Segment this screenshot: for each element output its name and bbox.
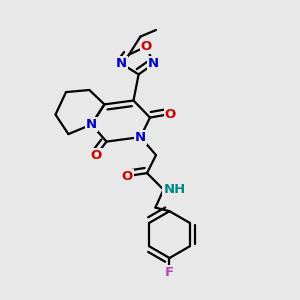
Text: N: N [116, 57, 128, 70]
Text: F: F [165, 266, 174, 279]
Text: O: O [141, 40, 152, 53]
Text: NH: NH [164, 183, 186, 196]
Text: O: O [165, 107, 176, 121]
Text: N: N [148, 57, 159, 70]
Text: N: N [86, 118, 97, 131]
Text: O: O [122, 169, 133, 183]
Text: N: N [135, 130, 146, 144]
Text: O: O [90, 149, 102, 162]
